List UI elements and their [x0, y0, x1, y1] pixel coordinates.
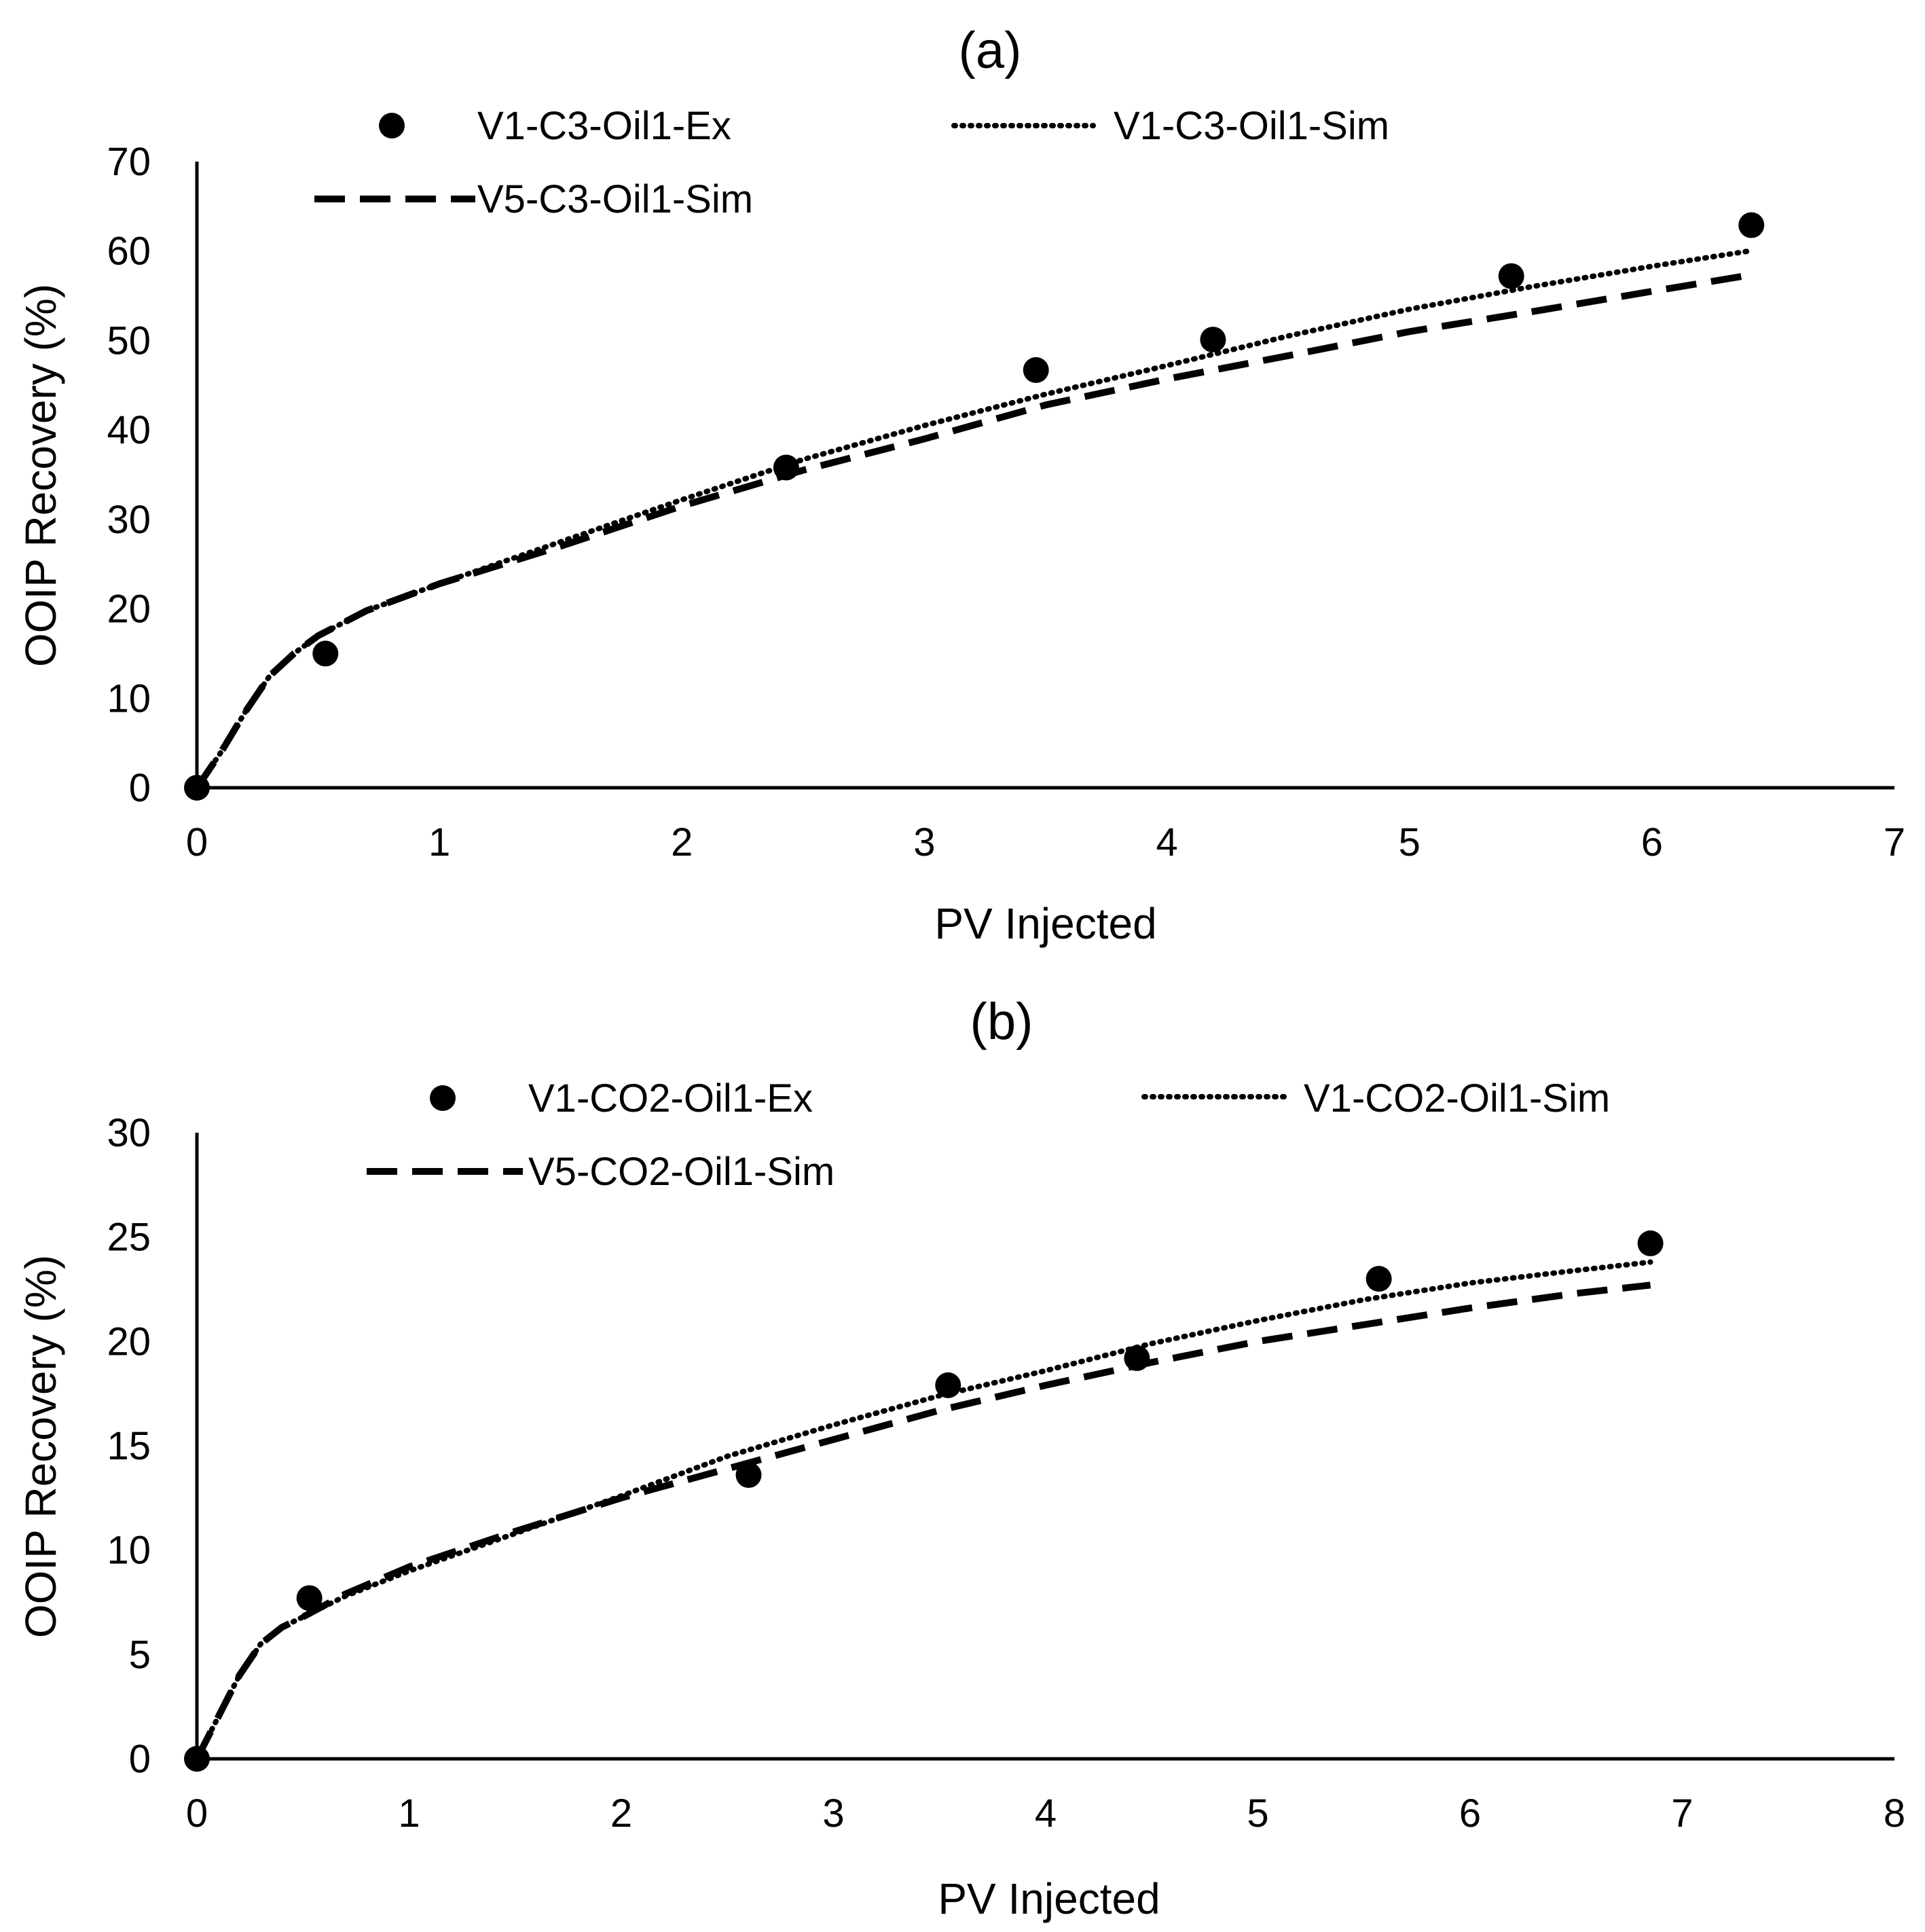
y-tick-label: 10 — [107, 1529, 151, 1573]
chart-panel-a: (a) V1-C3-Oil1-Ex V1-C3-Oil1-Sim V5-C3-O… — [16, 22, 1905, 948]
y-tick-labels-b: 0 5 10 15 20 25 30 — [107, 1111, 151, 1781]
y-tick-label: 0 — [129, 1737, 151, 1781]
x-tick-label: 8 — [1884, 1791, 1905, 1836]
data-point-b — [296, 1585, 323, 1611]
y-tick-label: 30 — [107, 1111, 151, 1155]
x-tick-label: 4 — [1035, 1791, 1057, 1836]
data-point-a — [773, 454, 799, 481]
x-tick-label: 3 — [913, 820, 935, 864]
chart-title-a: (a) — [959, 22, 1022, 79]
series-line-b-2 — [194, 1281, 1651, 1761]
chart-title-b: (b) — [970, 993, 1033, 1051]
y-tick-label: 20 — [107, 587, 151, 632]
data-point-a — [1023, 357, 1049, 383]
x-tick-label: 1 — [428, 820, 450, 864]
data-point-a — [1738, 212, 1765, 238]
data-point-b — [935, 1372, 961, 1398]
data-point-a — [1498, 263, 1524, 289]
y-tick-label: 15 — [107, 1424, 151, 1468]
y-axis-label-a: OOIP Recovery (%) — [16, 284, 65, 667]
x-tick-labels-b: 0 1 2 3 4 5 6 7 8 — [186, 1791, 1905, 1836]
x-tick-label: 5 — [1399, 820, 1420, 864]
x-axis-label-a: PV Injected — [934, 899, 1156, 948]
x-tick-label: 2 — [610, 1791, 632, 1836]
x-tick-label: 0 — [186, 1791, 208, 1836]
x-tick-label: 6 — [1459, 1791, 1481, 1836]
data-point-b — [184, 1746, 210, 1772]
y-tick-label: 25 — [107, 1216, 151, 1260]
x-tick-label: 1 — [398, 1791, 420, 1836]
y-tick-labels-a: 0 10 20 30 40 50 60 70 — [107, 140, 151, 810]
y-tick-label: 0 — [129, 766, 151, 810]
y-tick-label: 20 — [107, 1319, 151, 1364]
y-tick-label: 50 — [107, 318, 151, 363]
data-point-a — [1200, 327, 1226, 353]
x-tick-label: 7 — [1884, 820, 1905, 864]
data-point-a — [184, 775, 210, 801]
series-line-b-1 — [194, 1259, 1653, 1762]
legend-label-a-ex: V1-C3-Oil1-Ex — [477, 104, 731, 148]
x-tick-label: 0 — [186, 820, 208, 864]
y-tick-label: 60 — [107, 230, 151, 274]
x-tick-label: 6 — [1641, 820, 1663, 864]
y-tick-label: 10 — [107, 676, 151, 721]
series-group-b — [184, 1230, 1664, 1772]
legend-b: V1-CO2-Oil1-Ex V1-CO2-Oil1-Sim V5-CO2-Oi… — [367, 1076, 1610, 1194]
chart-panel-b: (b) V1-CO2-Oil1-Ex V1-CO2-Oil1-Sim V5-CO… — [16, 993, 1905, 1923]
data-point-b — [1637, 1230, 1664, 1256]
y-tick-label: 5 — [129, 1633, 151, 1677]
x-tick-labels-a: 0 1 2 3 4 5 6 7 — [186, 820, 1905, 864]
data-point-b — [735, 1462, 762, 1489]
x-tick-label: 5 — [1247, 1791, 1268, 1836]
x-tick-label: 3 — [822, 1791, 844, 1836]
legend-label-a-v5sim: V5-C3-Oil1-Sim — [477, 177, 753, 221]
y-tick-label: 40 — [107, 408, 151, 452]
legend-label-b-ex: V1-CO2-Oil1-Ex — [528, 1076, 813, 1120]
legend-label-b-v5sim: V5-CO2-Oil1-Sim — [528, 1150, 835, 1194]
legend-label-b-v1sim: V1-CO2-Oil1-Sim — [1304, 1076, 1610, 1120]
y-tick-label: 30 — [107, 498, 151, 542]
y-axis-label-b: OOIP Recovery (%) — [16, 1255, 65, 1638]
series-line-a-2 — [194, 272, 1750, 790]
x-axis-label-b: PV Injected — [938, 1874, 1160, 1923]
x-tick-label: 2 — [671, 820, 693, 864]
y-tick-label: 70 — [107, 140, 151, 184]
legend-marker-b-ex — [430, 1085, 456, 1111]
series-group-a — [184, 212, 1765, 801]
x-tick-label: 4 — [1156, 820, 1177, 864]
legend-marker-a-ex — [379, 113, 405, 139]
legend-label-a-v1sim: V1-C3-Oil1-Sim — [1114, 104, 1389, 148]
series-line-a-1 — [194, 248, 1752, 790]
data-point-a — [312, 640, 339, 667]
legend-a: V1-C3-Oil1-Ex V1-C3-Oil1-Sim V5-C3-Oil1-… — [314, 104, 1389, 221]
x-tick-label: 7 — [1671, 1791, 1693, 1836]
data-point-b — [1365, 1266, 1392, 1292]
data-point-b — [1124, 1345, 1150, 1371]
